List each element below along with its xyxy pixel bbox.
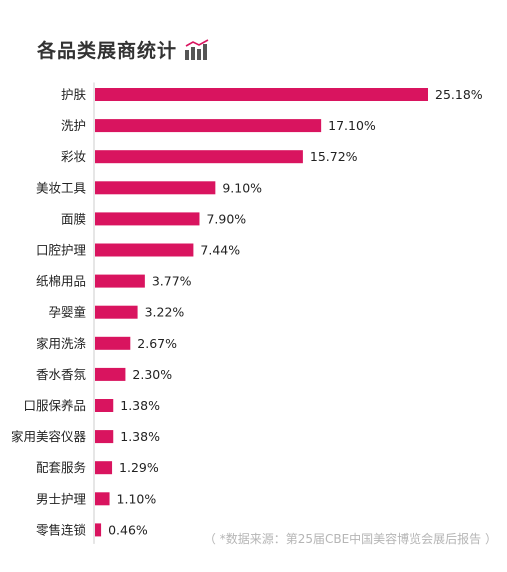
value-label: 9.10% [222, 180, 262, 195]
bar [95, 430, 114, 444]
data-source-note: （ *数据来源：第25届CBE中国美容博览会展后报告 ） [203, 532, 497, 546]
bar [95, 523, 102, 537]
category-label: 配套服务 [36, 460, 86, 475]
bar [95, 336, 131, 350]
bar [95, 367, 126, 381]
bar [95, 399, 114, 412]
category-label: 口腔护理 [36, 243, 87, 258]
bar [95, 492, 110, 506]
category-label: 香水香氛 [36, 367, 87, 382]
bar [95, 274, 145, 288]
value-label: 1.38% [120, 429, 160, 444]
category-label: 口服保养品 [23, 398, 86, 413]
bar [95, 243, 194, 257]
chart-title: 各品类展商统计 [37, 40, 178, 62]
bar [95, 461, 113, 475]
category-label: 美妆工具 [36, 180, 87, 195]
chart-header: 各品类展商统计 [37, 36, 211, 63]
value-label: 1.38% [120, 398, 160, 413]
value-label: 3.77% [152, 274, 192, 289]
bar-chart-icon [185, 38, 209, 60]
bar [95, 181, 216, 195]
bar [95, 212, 200, 226]
category-label: 彩妆 [61, 149, 86, 164]
bar [95, 88, 428, 101]
value-label: 17.10% [328, 118, 376, 133]
value-label: 2.30% [132, 367, 172, 382]
value-label: 7.90% [206, 211, 246, 226]
category-label: 洗护 [61, 118, 86, 133]
bar [95, 150, 303, 164]
category-label: 家用洗涤 [36, 336, 86, 351]
category-label: 孕婴童 [48, 305, 86, 320]
value-label: 3.22% [145, 305, 185, 320]
category-label: 家用美容仪器 [11, 429, 87, 444]
value-label: 0.46% [108, 522, 148, 537]
value-label: 15.72% [310, 149, 358, 164]
category-label: 护肤 [61, 87, 87, 102]
category-label: 零售连锁 [36, 522, 87, 537]
category-label: 男士护理 [36, 491, 87, 506]
value-label: 1.29% [119, 460, 159, 475]
value-label: 2.67% [137, 336, 177, 351]
bar [95, 119, 322, 133]
bar [95, 305, 138, 319]
value-label: 7.44% [200, 243, 240, 258]
category-label: 面膜 [61, 211, 86, 226]
value-label: 1.10% [117, 491, 157, 506]
category-label: 纸棉用品 [36, 274, 86, 289]
value-label: 25.18% [435, 87, 483, 102]
